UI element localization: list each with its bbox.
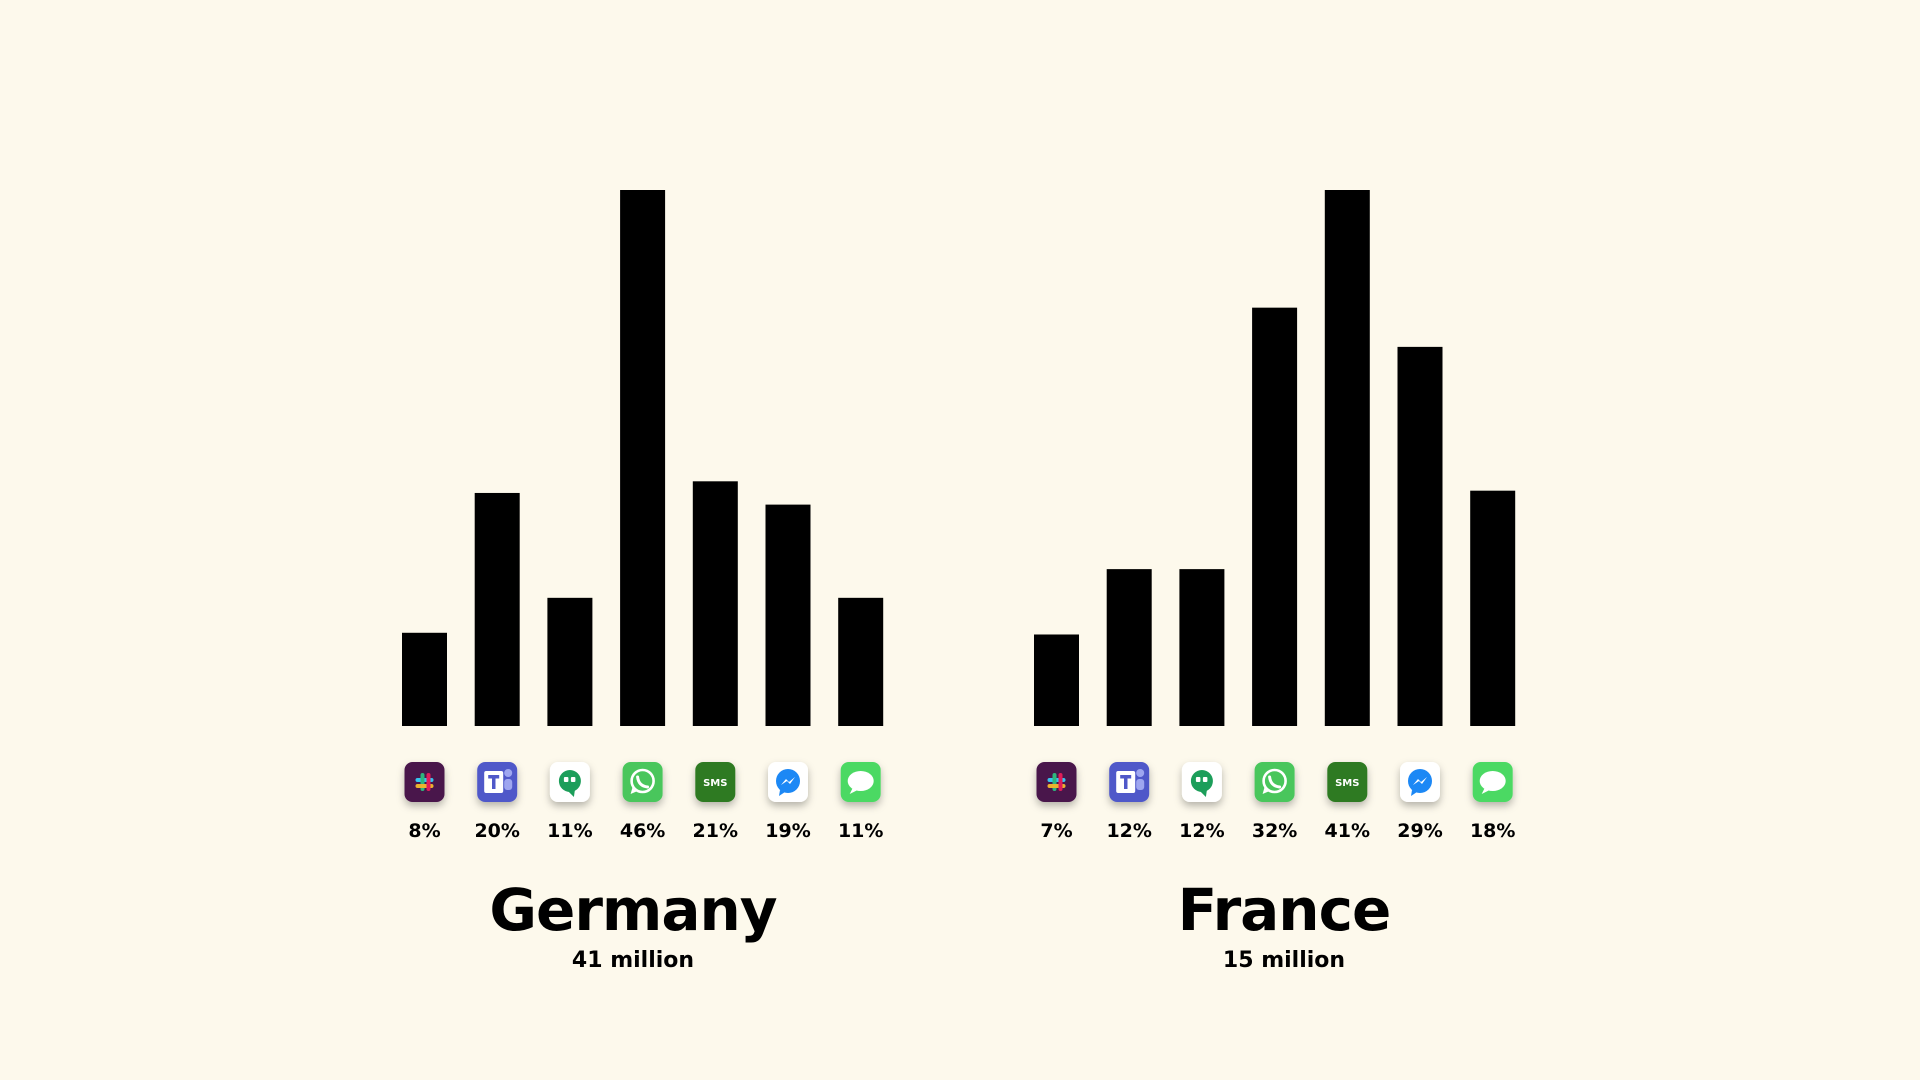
svg-text:SMS: SMS [703, 778, 727, 789]
chart-title-france: France [1177, 876, 1392, 944]
value-label-sms: 41% [1325, 820, 1370, 842]
value-label-messenger: 19% [765, 820, 810, 842]
chart-germany: 8% 20% 11% 46% SMS 21% 19% 11% [402, 190, 883, 842]
sms-icon: SMS [1327, 762, 1368, 802]
value-label-messenger: 29% [1397, 820, 1442, 842]
bar-sms [1324, 190, 1370, 726]
chart-title-germany: Germany [489, 876, 777, 944]
slack-icon [404, 762, 445, 802]
sms-icon: SMS [695, 762, 736, 802]
messenger-icon [768, 762, 808, 802]
bar-hangouts [1179, 569, 1225, 726]
chart-france: 7% 12% 12% 32% SMS 41% 29% 18% [1034, 190, 1515, 842]
bar-sms [692, 481, 738, 726]
value-label-whatsapp: 46% [620, 820, 665, 842]
bar-slack [1034, 634, 1079, 726]
chart-subtitle-france: 15 million [1222, 948, 1346, 973]
chart-subtitle-germany: 41 million [571, 948, 695, 973]
value-label-teams: 12% [1106, 820, 1151, 842]
whatsapp-icon [622, 762, 663, 802]
bar-imessage [838, 597, 884, 726]
bar-teams [1106, 569, 1152, 726]
hangouts-icon [549, 762, 590, 802]
value-label-slack: 8% [408, 820, 440, 842]
bar-messenger [1397, 346, 1443, 726]
whatsapp-icon [1254, 762, 1295, 802]
imessage-icon [840, 762, 881, 802]
value-label-whatsapp: 32% [1252, 820, 1297, 842]
imessage-icon [1472, 762, 1513, 802]
value-label-slack: 7% [1040, 820, 1072, 842]
value-label-sms: 21% [693, 820, 738, 842]
bar-whatsapp [620, 190, 666, 726]
svg-text:SMS: SMS [1335, 778, 1359, 789]
value-label-hangouts: 12% [1179, 820, 1224, 842]
value-label-imessage: 18% [1470, 820, 1515, 842]
bar-whatsapp [1252, 307, 1298, 726]
value-label-imessage: 11% [838, 820, 883, 842]
bar-teams [474, 492, 520, 726]
value-label-hangouts: 11% [547, 820, 592, 842]
bar-slack [402, 632, 447, 726]
bar-messenger [765, 504, 811, 726]
hangouts-icon [1181, 762, 1222, 802]
messenger-icon [1400, 762, 1440, 802]
bar-hangouts [547, 597, 593, 726]
teams-icon [1109, 762, 1150, 802]
bar-imessage [1470, 490, 1516, 726]
teams-icon [477, 762, 518, 802]
value-label-teams: 20% [474, 820, 519, 842]
slack-icon [1036, 762, 1077, 802]
